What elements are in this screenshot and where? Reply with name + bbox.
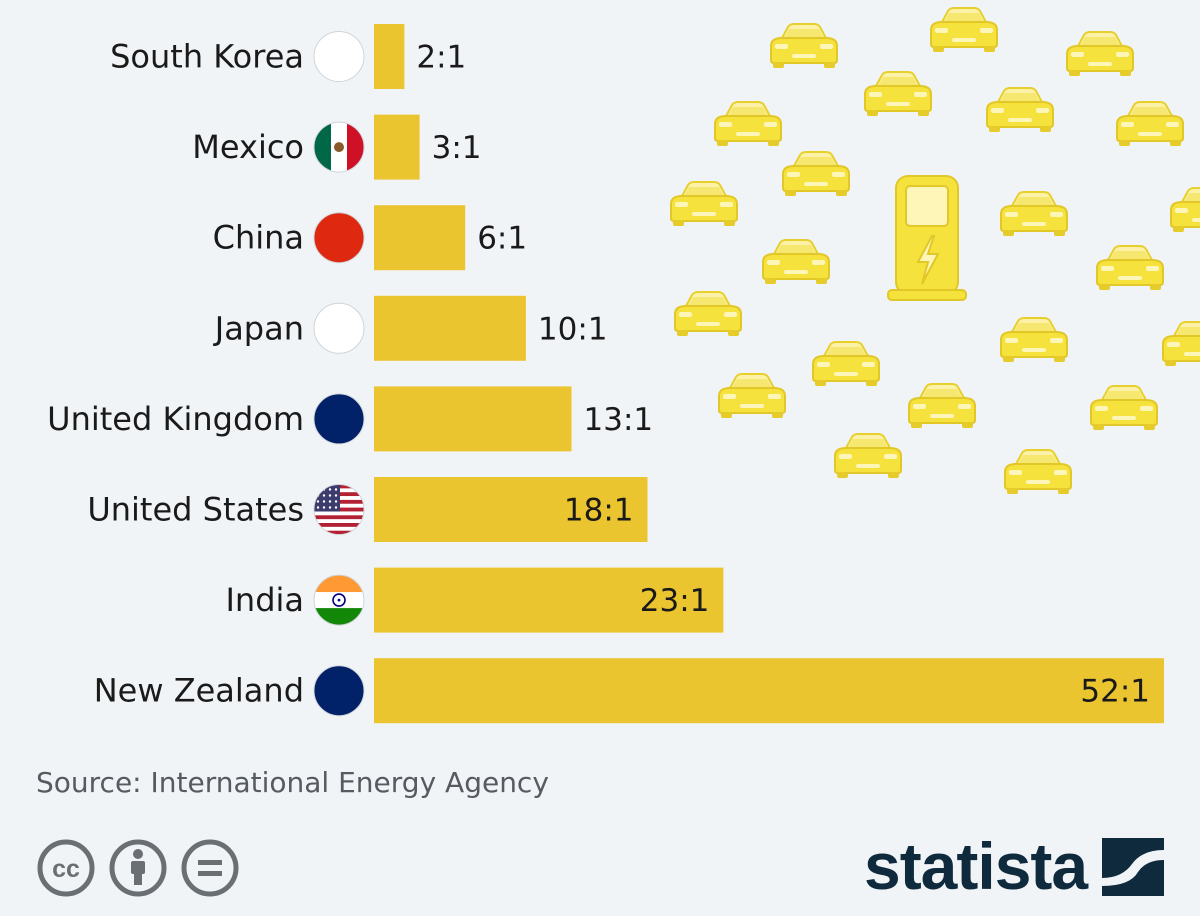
bar (374, 477, 648, 542)
car-icon (674, 291, 742, 337)
bar (374, 24, 405, 89)
bar-row: New Zealand 52:1 (94, 658, 1164, 724)
bar-row: Japan 10:1 (213, 295, 608, 361)
car-icon (1096, 245, 1164, 291)
category-label: United States (87, 491, 304, 529)
value-label: 2:1 (416, 40, 466, 76)
bar-row: Mexico 3:1 (192, 114, 482, 180)
car-icon (930, 7, 998, 53)
car-icon (718, 373, 786, 419)
bar (374, 567, 724, 633)
value-label: 18:1 (564, 493, 634, 529)
car-icon (782, 151, 850, 197)
bar (374, 205, 466, 271)
bar-row: India 23:1 (225, 567, 724, 633)
car-icon (1000, 317, 1068, 363)
car-icon (908, 383, 976, 429)
category-label: India (225, 581, 304, 619)
value-label: 3:1 (432, 130, 482, 166)
value-label: 23:1 (640, 583, 710, 619)
car-icon (770, 23, 838, 69)
united-states-flag-icon (313, 484, 365, 535)
car-icon (1004, 449, 1072, 495)
car-icon (762, 239, 830, 285)
category-label: South Korea (110, 38, 304, 76)
category-label: China (213, 219, 304, 257)
bar-row: China 6:1 (213, 205, 527, 271)
value-label: 10:1 (538, 311, 608, 347)
statista-logo-icon[interactable] (1102, 838, 1164, 896)
car-icon (1170, 187, 1200, 233)
statista-wordmark[interactable]: statista (864, 829, 1088, 903)
car-icon (834, 433, 902, 479)
value-label: 13:1 (584, 402, 654, 438)
category-label: Mexico (192, 128, 304, 166)
bar-row: United Kingdom 13:1 (47, 386, 654, 452)
car-icon (714, 101, 782, 147)
source-note: Source: International Energy Agency (36, 766, 549, 799)
car-icon (1066, 31, 1134, 77)
value-label: 6:1 (477, 221, 527, 257)
no-derivatives-icon[interactable] (180, 838, 240, 898)
bars-group: South Korea 2:1 Mexico 3:1 China 6:1 Japan 10:1… (47, 24, 1164, 724)
china-flag-icon (313, 212, 365, 264)
car-icon (1116, 101, 1184, 147)
car-icon (812, 341, 880, 387)
bar (374, 658, 1164, 724)
category-label: Japan (213, 309, 304, 347)
bar (374, 114, 420, 180)
car-icon (1162, 321, 1200, 367)
category-label: United Kingdom (47, 400, 304, 438)
car-icon (670, 181, 738, 227)
value-label: 52:1 (1080, 674, 1150, 710)
bar-row: South Korea 2:1 (110, 24, 466, 89)
new-zealand-flag-icon (313, 665, 365, 717)
bar-chart: South Korea 2:1 Mexico 3:1 China 6:1 Japan 10:1… (47, 7, 1200, 724)
bar-row: United States 18:1 (87, 477, 648, 542)
bar (374, 295, 526, 361)
car-icon (986, 87, 1054, 133)
car-icon (1090, 385, 1158, 431)
attribution-icon[interactable] (108, 838, 168, 898)
car-icon (864, 71, 932, 117)
car-icon (1000, 191, 1068, 237)
svg-text:cc: cc (52, 855, 80, 883)
bar (374, 386, 572, 452)
category-label: New Zealand (94, 672, 304, 710)
mexico-flag-icon (313, 121, 365, 173)
india-flag-icon (313, 574, 365, 626)
charging-station-icon (887, 175, 967, 301)
creative-commons-icon[interactable]: cc (36, 838, 96, 898)
south-korea-flag-icon (313, 31, 365, 82)
japan-flag-icon (313, 302, 365, 354)
united-kingdom-flag-icon (313, 393, 365, 445)
